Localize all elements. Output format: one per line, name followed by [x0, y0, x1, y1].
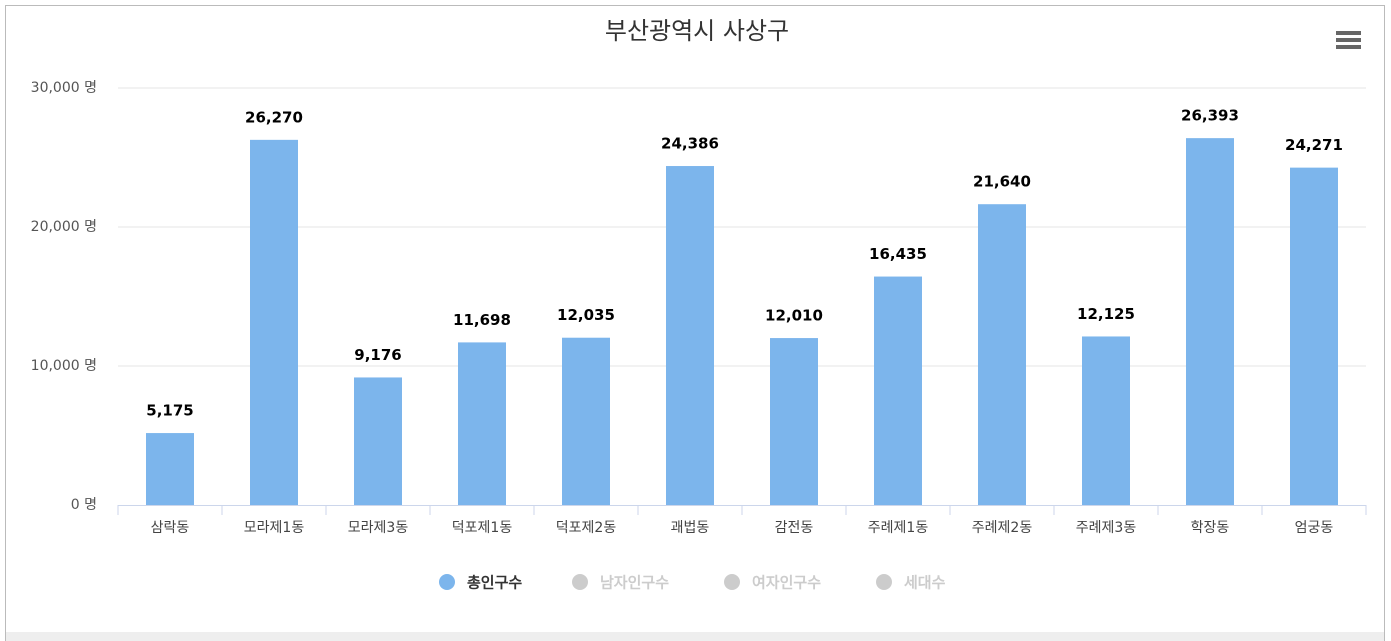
bar [1186, 138, 1234, 505]
legend-item[interactable]: 세대수 [876, 574, 946, 592]
x-tick-label: 엄궁동 [1295, 520, 1334, 536]
chart-title: 부산광역시 사상구 [605, 17, 789, 45]
bar [146, 433, 194, 505]
bar [978, 204, 1026, 506]
x-tick-label: 모라제1동 [244, 520, 305, 536]
data-label: 26,270 [245, 108, 303, 126]
bar [1082, 336, 1130, 505]
data-label: 12,035 [557, 306, 615, 324]
bar [770, 338, 818, 505]
legend-marker [876, 574, 892, 590]
legend-label: 세대수 [904, 574, 946, 592]
legend-item[interactable]: 총인구수 [439, 574, 522, 592]
data-label: 24,271 [1285, 136, 1343, 154]
data-label: 12,010 [765, 307, 823, 325]
data-label: 26,393 [1181, 107, 1239, 125]
x-tick-label: 주례제2동 [972, 520, 1033, 536]
bar [1290, 167, 1338, 505]
legend-label: 총인구수 [467, 574, 522, 592]
bottom-strip [6, 632, 1384, 641]
menu-line [1336, 38, 1361, 42]
data-label: 11,698 [453, 311, 511, 329]
legend-label: 남자인구수 [600, 574, 669, 592]
menu-line [1336, 31, 1361, 35]
x-tick-label: 괘법동 [671, 520, 710, 536]
legend-item[interactable]: 남자인구수 [572, 574, 669, 592]
data-label: 12,125 [1077, 305, 1135, 323]
x-tick-label: 주례제3동 [1076, 520, 1137, 536]
legend-label: 여자인구수 [752, 574, 821, 592]
bar [666, 166, 714, 505]
y-tick-label: 0 명 [71, 497, 97, 513]
menu-button[interactable] [1336, 31, 1361, 49]
x-tick-label: 모라제3동 [348, 520, 409, 536]
bar [458, 342, 506, 505]
x-tick-label: 학장동 [1191, 520, 1230, 536]
x-tick-label: 덕포제1동 [452, 520, 513, 536]
x-tick-label: 감전동 [775, 520, 814, 536]
y-tick-label: 20,000 명 [31, 219, 97, 235]
legend-marker [439, 574, 455, 590]
menu-line [1336, 45, 1361, 49]
legend-marker [724, 574, 740, 590]
data-label: 5,175 [146, 402, 193, 420]
bar [562, 337, 610, 505]
legend-marker [572, 574, 588, 590]
data-label: 21,640 [973, 173, 1031, 191]
bar [874, 276, 922, 505]
bar [250, 139, 298, 506]
y-tick-label: 30,000 명 [31, 80, 97, 96]
x-tick-label: 삼락동 [151, 520, 190, 536]
data-label: 9,176 [354, 346, 401, 364]
x-tick-label: 주례제1동 [868, 520, 929, 536]
data-label: 24,386 [661, 135, 719, 153]
x-tick-label: 덕포제2동 [556, 520, 617, 536]
legend-item[interactable]: 여자인구수 [724, 574, 821, 592]
bar [354, 377, 402, 505]
data-label: 16,435 [869, 245, 927, 263]
y-tick-label: 10,000 명 [31, 358, 97, 374]
